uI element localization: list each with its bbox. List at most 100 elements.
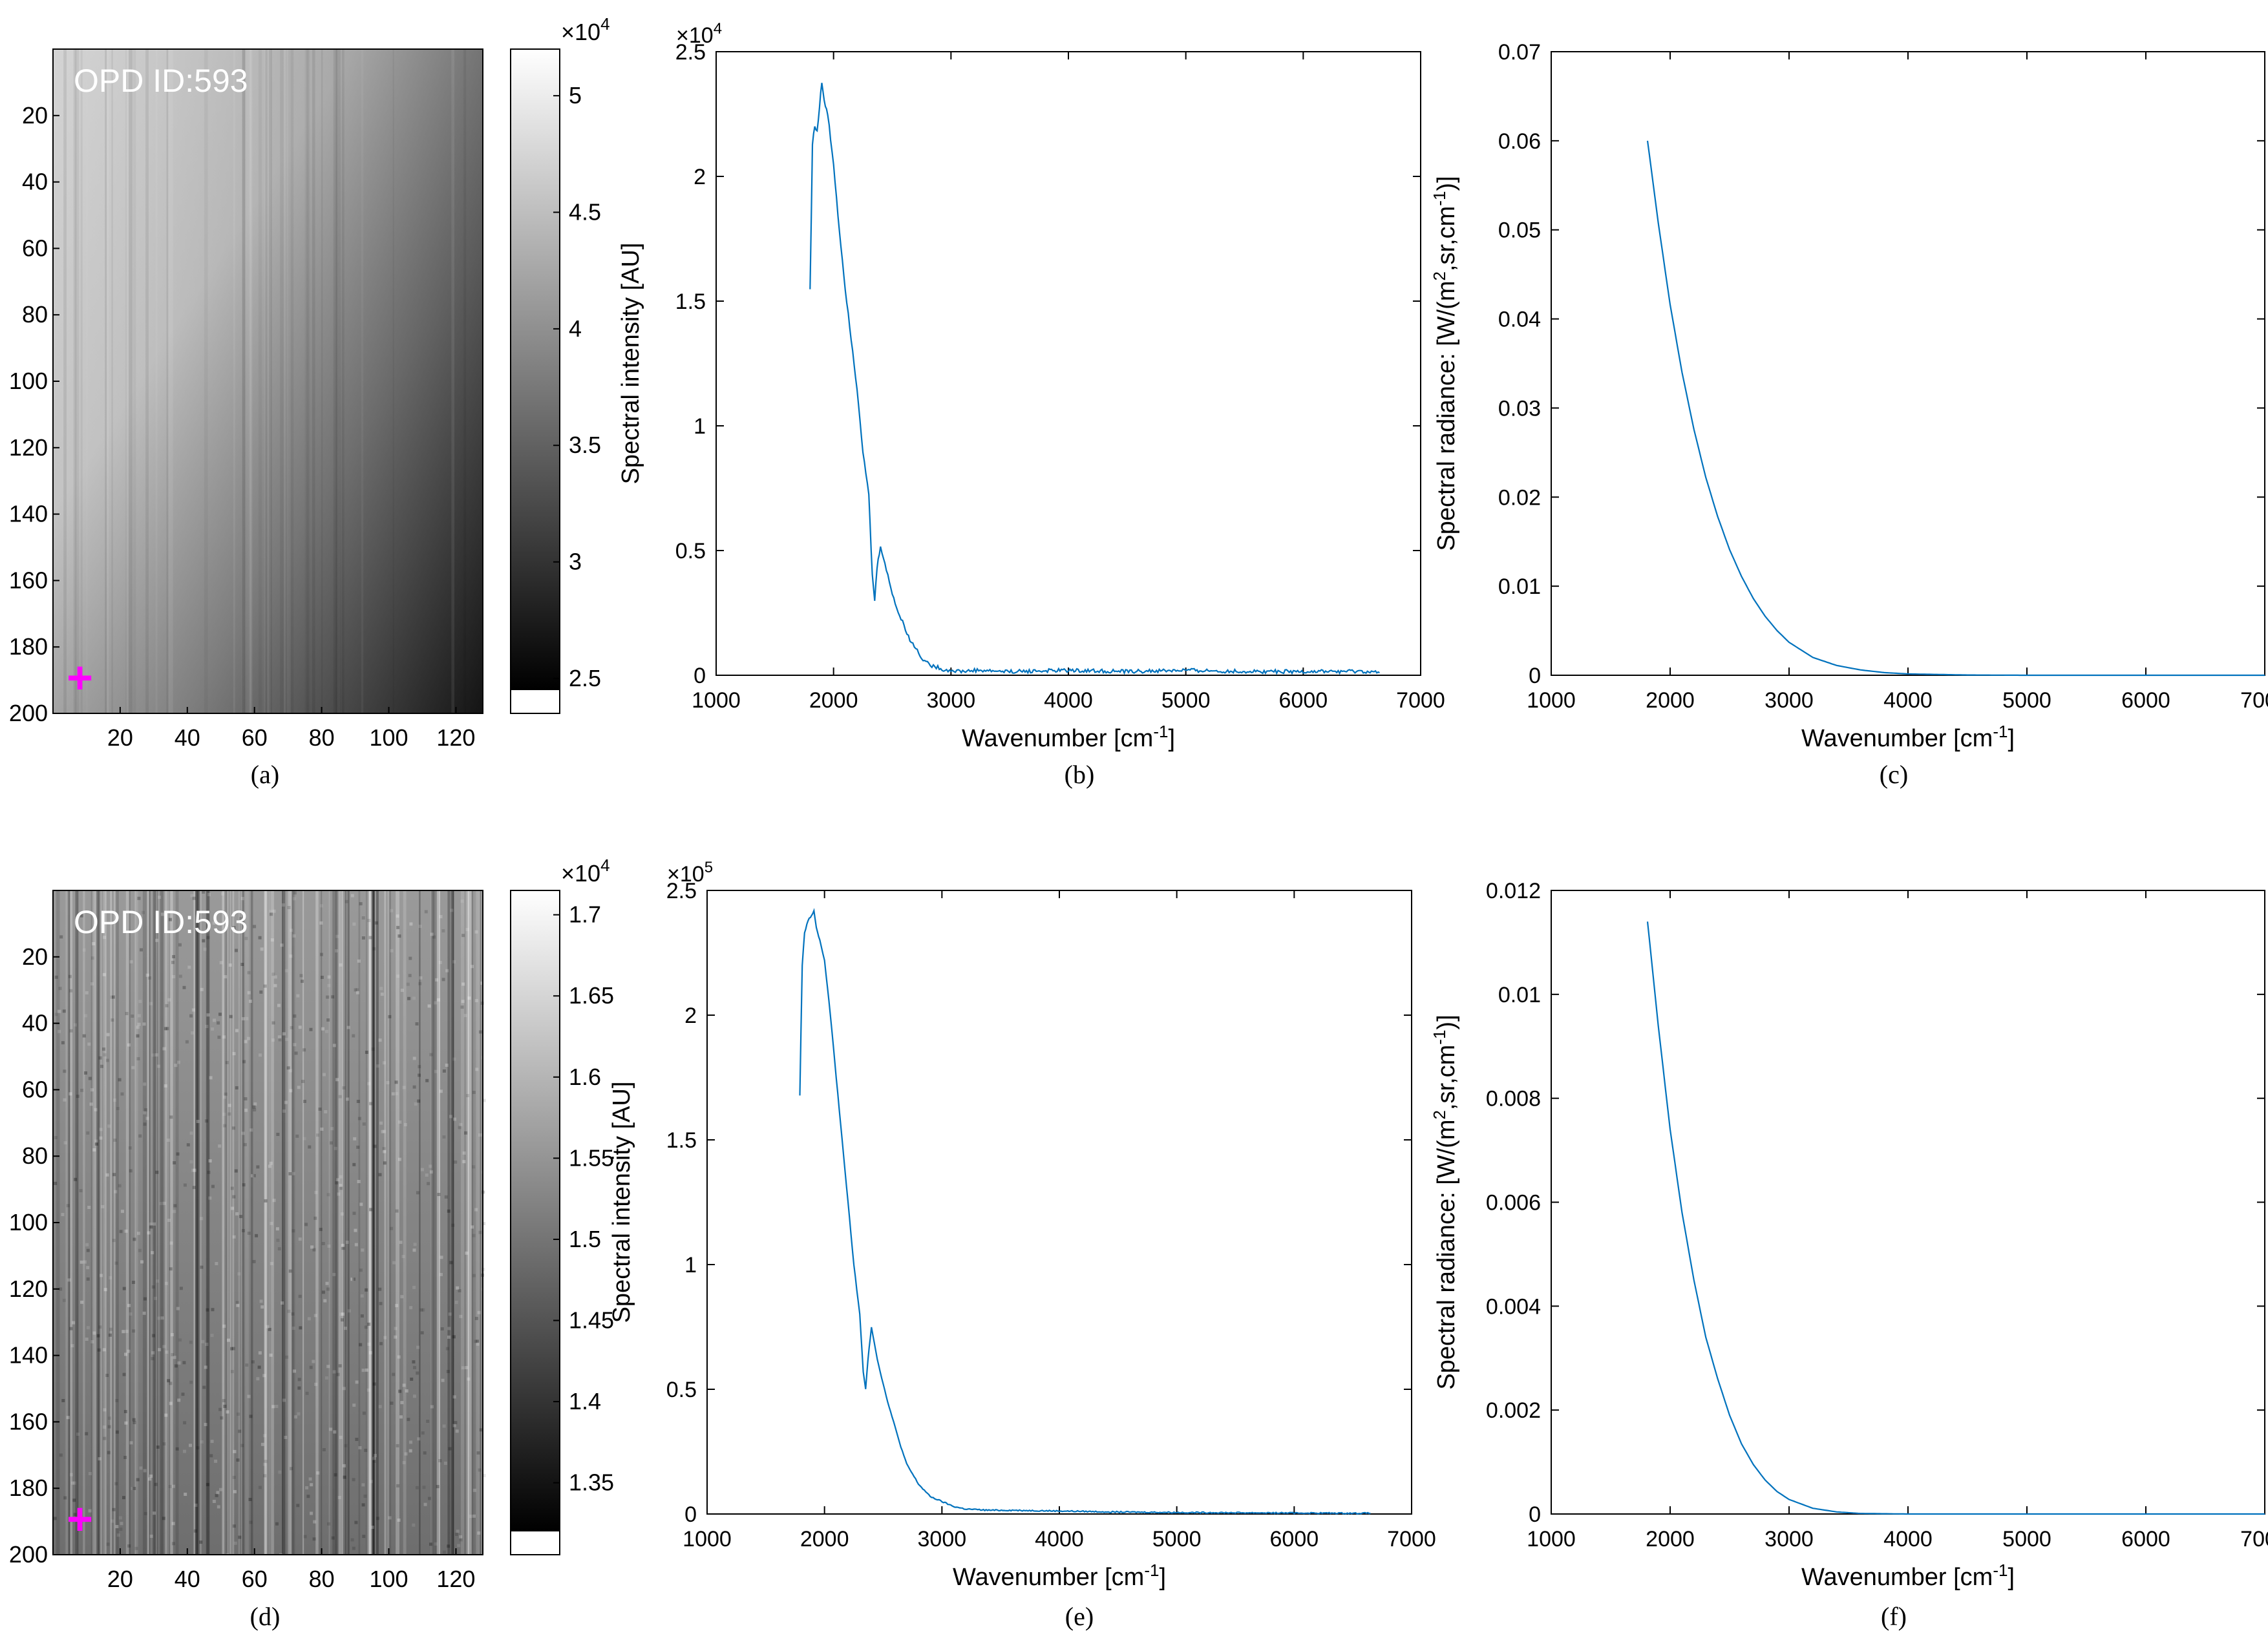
heatmap-stripe xyxy=(431,890,435,1555)
heatmap-noise-dot xyxy=(145,1117,149,1120)
heatmap-noise-dot xyxy=(415,1486,419,1489)
heatmap-noise-dot xyxy=(460,899,464,903)
heatmap-noise-dot xyxy=(429,1542,432,1546)
colorbar-tick-label: 1.6 xyxy=(569,1064,601,1090)
colorbar-tick-label: 4 xyxy=(569,315,582,342)
heatmap-noise-dot xyxy=(190,894,194,898)
heatmap-noise-dot xyxy=(358,1446,362,1449)
heatmap-noise-dot xyxy=(174,1064,178,1067)
x-axis-label: Wavenumber [cm-1] xyxy=(953,1561,1166,1591)
heatmap-noise-dot xyxy=(334,1473,337,1477)
heatmap-noise-dot xyxy=(362,1535,366,1539)
heatmap-noise-dot xyxy=(138,1000,142,1004)
heatmap-noise-dot xyxy=(168,1485,172,1488)
heatmap-noise-dot xyxy=(228,1104,231,1108)
heatmap-noise-dot xyxy=(478,1468,482,1472)
heatmap-stripe xyxy=(431,890,434,1555)
heatmap-noise-dot xyxy=(169,1382,173,1385)
heatmap-noise-dot xyxy=(346,1025,350,1029)
heatmap-noise-dot xyxy=(449,1261,453,1265)
heatmap-noise-dot xyxy=(434,1542,438,1546)
heatmap-noise-dot xyxy=(226,1410,229,1414)
heatmap-noise-dot xyxy=(59,935,63,939)
heatmap-noise-dot xyxy=(456,1530,460,1533)
heatmap-noise-dot xyxy=(247,991,251,994)
heatmap-stripe xyxy=(116,890,119,1555)
heatmap-noise-dot xyxy=(106,1542,110,1546)
heatmap-shading xyxy=(53,49,483,713)
heatmap-noise-dot xyxy=(477,1310,481,1314)
heatmap-noise-dot xyxy=(454,1532,458,1536)
heatmap-stripe xyxy=(125,49,127,713)
heatmap-noise-dot xyxy=(325,1029,328,1033)
heatmap-noise-dot xyxy=(206,1482,209,1486)
heatmap-stripe xyxy=(231,890,235,1555)
heatmap-stripe xyxy=(468,890,471,1555)
heatmap-stripe xyxy=(228,890,232,1555)
heatmap-stripe xyxy=(206,890,210,1555)
heatmap-noise-dot xyxy=(276,1238,280,1242)
x-tick-label: 5000 xyxy=(2002,1527,2051,1551)
heatmap-noise-dot xyxy=(391,1092,395,1096)
heatmap-stripe xyxy=(432,890,436,1555)
heatmap-noise-dot xyxy=(69,989,73,993)
heatmap-noise-dot xyxy=(390,1402,394,1405)
heatmap-stripe xyxy=(358,890,361,1555)
heatmap-noise-dot xyxy=(409,1440,412,1444)
heatmap-noise-dot xyxy=(173,1210,176,1214)
heatmap-stripe xyxy=(385,890,388,1555)
heatmap-noise-dot xyxy=(183,1183,187,1187)
heatmap-noise-dot xyxy=(196,1446,200,1450)
heatmap-noise-dot xyxy=(469,1515,472,1519)
heatmap-noise-dot xyxy=(424,910,428,914)
heatmap-noise-dot xyxy=(124,1421,128,1425)
line-chart-panel-c: 1000 2000 3000 4000 5000 6000 7000 0 0.01 0.02 0.0… xyxy=(1430,40,2268,752)
heatmap-stripe xyxy=(198,890,202,1555)
heatmap-noise-dot xyxy=(176,1060,180,1064)
heatmap-noise-dot xyxy=(373,1144,377,1148)
heatmap-noise-dot xyxy=(383,1161,387,1165)
heatmap-stripe xyxy=(129,890,131,1555)
heatmap-noise-dot xyxy=(360,1294,364,1298)
heatmap-stripe xyxy=(83,890,85,1555)
heatmap-noise-dot xyxy=(218,1407,222,1411)
heatmap-noise-dot xyxy=(221,892,224,896)
heatmap-noise-dot xyxy=(273,975,277,979)
heatmap-stripe xyxy=(344,890,346,1555)
heatmap-noise-dot xyxy=(213,1018,216,1022)
heatmap-noise-dot xyxy=(252,1173,256,1177)
heatmap-noise-dot xyxy=(238,1535,242,1539)
heatmap-noise-dot xyxy=(232,1475,236,1479)
colorbar-tick-label: 5 xyxy=(569,82,582,109)
heatmap-noise-dot xyxy=(352,1277,355,1281)
heatmap-noise-dot xyxy=(205,930,209,934)
colorbar-frame xyxy=(510,890,560,1555)
heatmap-noise-dot xyxy=(219,961,223,965)
series-line xyxy=(1646,921,2265,1515)
series-line xyxy=(799,908,1371,1515)
heatmap-noise-dot xyxy=(249,1128,253,1132)
heatmap-noise-dot xyxy=(264,1199,268,1203)
heatmap-noise-dot xyxy=(356,991,359,994)
heatmap-noise-dot xyxy=(256,1377,260,1381)
heatmap-noise-dot xyxy=(402,1461,406,1464)
x-tick-label: 1000 xyxy=(1527,1527,1576,1551)
heatmap-stripe xyxy=(304,49,309,713)
heatmap-noise-dot xyxy=(298,1025,302,1029)
heatmap-noise-dot xyxy=(418,1073,421,1077)
x-tick-label: 100 xyxy=(369,1566,408,1592)
heatmap-noise-dot xyxy=(169,1241,173,1245)
heatmap-noise-dot xyxy=(339,963,343,967)
heatmap-noise-dot xyxy=(357,1117,361,1120)
heatmap-noise-dot xyxy=(242,1017,245,1021)
heatmap-stripes xyxy=(56,890,483,1555)
heatmap-noise-dot xyxy=(301,1080,305,1084)
heatmap-noise-dot xyxy=(341,1246,345,1250)
heatmap-noise-dot xyxy=(61,1213,65,1217)
y-tick-label: 0.5 xyxy=(666,1378,697,1402)
heatmap-stripe xyxy=(167,890,169,1555)
heatmap-noise-dot xyxy=(297,1386,301,1390)
y-axis-label: Spectral radiance: [W/(m2,sr,cm-1)] xyxy=(1430,176,1460,551)
heatmap-stripe xyxy=(154,890,158,1555)
heatmap-noise-dot xyxy=(441,1378,445,1382)
